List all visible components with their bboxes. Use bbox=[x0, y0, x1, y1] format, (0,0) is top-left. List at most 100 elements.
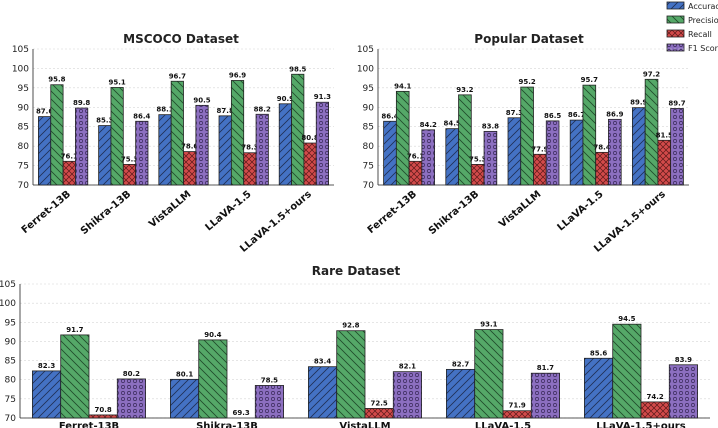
bar-recall bbox=[595, 151, 609, 186]
value-label-accuracy: 86.4 bbox=[381, 112, 398, 120]
bar-accuracy bbox=[278, 103, 292, 186]
legend-swatch-precision bbox=[666, 15, 685, 24]
value-label-accuracy: 85.6 bbox=[590, 349, 607, 357]
y-tick-label: 85 bbox=[18, 123, 29, 133]
y-tick-label: 100 bbox=[0, 299, 16, 309]
bar-precision bbox=[230, 80, 245, 186]
value-label-accuracy: 82.3 bbox=[38, 362, 55, 370]
bar-recall bbox=[62, 160, 76, 186]
bar-f1-score bbox=[670, 108, 684, 186]
value-label-accuracy: 80.1 bbox=[176, 370, 193, 378]
value-label-precision: 93.1 bbox=[480, 321, 497, 329]
bar-accuracy bbox=[383, 120, 397, 186]
bar-accuracy bbox=[32, 370, 62, 419]
value-label-recall: 71.9 bbox=[509, 402, 526, 410]
x-tick-label: VistaLLM bbox=[339, 421, 390, 428]
legend-swatch-f1-score bbox=[666, 43, 685, 52]
bar-precision bbox=[395, 90, 410, 186]
y-tick-label: 90 bbox=[5, 337, 17, 347]
value-label-f1-score: 89.7 bbox=[668, 99, 685, 107]
y-tick-label: 90 bbox=[363, 103, 375, 113]
value-label-precision: 94.5 bbox=[618, 315, 635, 323]
legend-label-recall: Recall bbox=[688, 30, 712, 39]
value-label-recall: 78.4 bbox=[593, 143, 610, 151]
value-label-recall: 75.3 bbox=[121, 155, 138, 163]
bar-accuracy bbox=[38, 116, 52, 186]
bar-f1-score bbox=[608, 118, 622, 186]
value-label-precision: 93.2 bbox=[456, 86, 473, 94]
x-tick-label: VistaLLM bbox=[147, 189, 193, 230]
bar-f1-score bbox=[255, 113, 269, 186]
bar-f1-score bbox=[392, 371, 422, 419]
bar-precision bbox=[50, 84, 64, 186]
bar-accuracy bbox=[308, 366, 338, 419]
value-label-accuracy: 88.1 bbox=[156, 106, 173, 114]
y-tick-label: 80 bbox=[18, 142, 30, 152]
bar-f1-score bbox=[116, 378, 146, 419]
value-label-recall: 77.9 bbox=[531, 145, 548, 153]
value-label-f1-score: 86.4 bbox=[133, 112, 150, 120]
y-tick-label: 80 bbox=[5, 376, 17, 386]
value-label-recall: 81.5 bbox=[656, 131, 673, 139]
bar-recall bbox=[243, 152, 257, 186]
value-label-recall: 76.1 bbox=[61, 152, 78, 160]
value-label-accuracy: 87.3 bbox=[506, 109, 523, 117]
bar-accuracy bbox=[446, 368, 476, 419]
value-label-recall: 78.3 bbox=[241, 144, 258, 152]
bar-recall bbox=[364, 408, 394, 419]
legend-swatch-accuracy bbox=[666, 1, 685, 10]
y-tick-label: 85 bbox=[363, 123, 374, 133]
x-tick-label: LLaVA-1.5 bbox=[475, 421, 531, 428]
bar-precision bbox=[458, 94, 472, 186]
bar-f1-score bbox=[530, 372, 560, 419]
bar-f1-score bbox=[195, 104, 209, 186]
y-tick-label: 70 bbox=[18, 181, 30, 191]
bar-precision bbox=[110, 87, 124, 186]
chart-title-mscoco: MSCOCO Dataset bbox=[123, 32, 239, 46]
x-tick-label: LLaVA-1.5+ours bbox=[596, 421, 685, 428]
value-label-f1-score: 84.2 bbox=[420, 121, 437, 129]
y-tick-label: 90 bbox=[18, 103, 30, 113]
bar-f1-score bbox=[421, 129, 436, 186]
bar-recall bbox=[470, 164, 485, 186]
value-label-precision: 96.9 bbox=[229, 71, 246, 79]
y-tick-label: 75 bbox=[363, 162, 374, 172]
value-label-recall: 69.3 bbox=[233, 409, 250, 417]
bar-precision bbox=[520, 86, 534, 186]
y-tick-label: 95 bbox=[5, 318, 16, 328]
legend-label-f1-score: F1 Scor bbox=[688, 44, 718, 53]
value-label-recall: 80.8 bbox=[301, 134, 318, 142]
value-label-accuracy: 89.9 bbox=[630, 99, 647, 107]
bar-recall bbox=[657, 139, 672, 186]
bar-f1-score bbox=[545, 120, 560, 186]
value-label-precision: 94.1 bbox=[394, 82, 411, 90]
bar-f1-score bbox=[668, 364, 698, 419]
bar-accuracy bbox=[631, 107, 646, 186]
bar-precision bbox=[198, 339, 228, 419]
value-label-precision: 90.4 bbox=[204, 331, 221, 339]
value-label-recall: 75.3 bbox=[469, 155, 486, 163]
value-label-f1-score: 82.1 bbox=[399, 363, 416, 371]
x-tick-label: Ferret-13B bbox=[59, 421, 119, 428]
bar-recall bbox=[640, 401, 670, 419]
y-tick-label: 100 bbox=[12, 64, 29, 74]
value-label-precision: 98.5 bbox=[289, 65, 306, 73]
y-tick-label: 70 bbox=[5, 414, 17, 424]
legend-label-precision: Precisio bbox=[688, 16, 718, 25]
value-label-f1-score: 90.5 bbox=[193, 96, 210, 104]
legend: Accurac Precisio Recall F1 Scor bbox=[666, 1, 718, 53]
bar-recall bbox=[533, 153, 547, 186]
value-label-f1-score: 86.9 bbox=[606, 110, 623, 118]
bar-accuracy bbox=[218, 115, 232, 186]
value-label-precision: 97.2 bbox=[643, 70, 660, 78]
bar-precision bbox=[612, 323, 642, 419]
value-label-accuracy: 90.9 bbox=[277, 95, 294, 103]
x-tick-label: LLaVA-1.5 bbox=[556, 189, 606, 234]
bar-accuracy bbox=[170, 378, 200, 419]
bar-recall bbox=[502, 410, 532, 419]
value-label-f1-score: 81.7 bbox=[537, 364, 554, 372]
bar-f1-score bbox=[135, 120, 149, 186]
value-label-f1-score: 83.8 bbox=[482, 122, 499, 130]
value-label-recall: 74.2 bbox=[647, 393, 664, 401]
y-tick-label: 75 bbox=[5, 395, 16, 405]
